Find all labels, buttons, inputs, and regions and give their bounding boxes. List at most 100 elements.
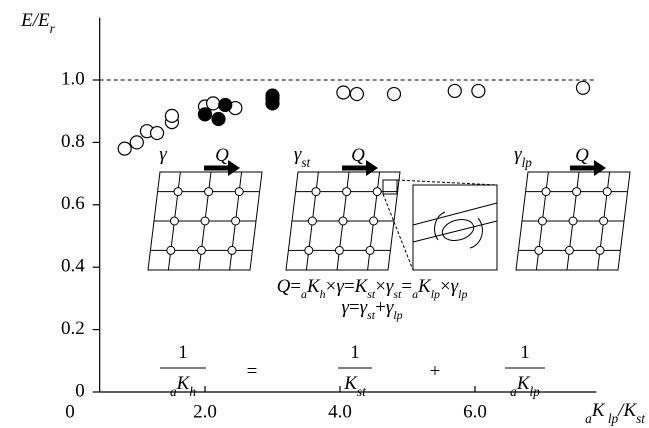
text-part: × <box>375 276 386 297</box>
rich-text: Q=aKh×γ=Kst×γst=aKlp×γlp <box>277 276 468 300</box>
pin <box>440 216 476 244</box>
joint <box>205 188 213 196</box>
joint <box>343 188 351 196</box>
x-tick-label: 6.0 <box>463 401 487 422</box>
text-part: = <box>349 297 360 318</box>
rich-text: Q <box>351 145 365 166</box>
y-tick-label: 0.2 <box>61 318 85 339</box>
joint <box>603 188 611 196</box>
rich-text: aK lp/Kst <box>585 400 645 425</box>
rich-text: = <box>247 361 258 382</box>
data-point <box>219 98 232 111</box>
text-part: lp <box>458 287 467 301</box>
text-part: lp <box>522 155 533 170</box>
joint <box>535 246 543 254</box>
text-part: γ <box>159 144 167 165</box>
text-part: /K <box>617 400 637 421</box>
joint <box>335 246 343 254</box>
text-part: = <box>290 276 301 297</box>
text-part: lp <box>393 308 402 322</box>
joint <box>308 217 316 225</box>
rich-text: γ=γst+γlp <box>341 297 402 321</box>
joint <box>370 217 378 225</box>
chart: 00.20.40.60.81.002.04.06.0E/EraK lp/Kstγ… <box>0 0 649 428</box>
joint <box>373 188 381 196</box>
rich-text: 1 <box>520 342 530 363</box>
text-part: lp <box>605 411 619 426</box>
text-part: + <box>375 297 386 318</box>
joint <box>174 188 182 196</box>
rich-text: γ <box>159 144 167 165</box>
data-point <box>207 97 220 110</box>
y-tick-label: 0 <box>75 380 85 401</box>
rich-text: γlp <box>514 144 532 169</box>
text-part: + <box>430 361 441 382</box>
text-part: 1 <box>350 342 360 363</box>
rich-text: aKlp <box>510 373 540 398</box>
data-point <box>165 109 178 122</box>
joint <box>569 217 577 225</box>
joint <box>305 246 313 254</box>
data-point <box>577 81 590 94</box>
data-point <box>448 84 461 97</box>
data-point <box>472 84 485 97</box>
rich-text: Q <box>215 145 229 166</box>
text-part: st <box>357 384 366 399</box>
joint <box>232 217 240 225</box>
zoom-bar <box>413 203 497 225</box>
data-point <box>130 136 143 149</box>
y-tick-label: 0.6 <box>61 193 85 214</box>
text-part: 1 <box>178 342 188 363</box>
data-point <box>212 113 225 126</box>
text-part: lp <box>530 384 541 399</box>
text-part: = <box>247 361 258 382</box>
text-part: h <box>189 384 196 399</box>
joint <box>312 188 320 196</box>
rich-text: 1 <box>350 342 360 363</box>
zoom-box <box>413 185 497 270</box>
diagrams <box>146 160 632 368</box>
text-part: 1 <box>520 342 530 363</box>
y-tick-label: 0.8 <box>61 131 85 152</box>
joint <box>366 246 374 254</box>
rich-text: aKh <box>170 373 196 398</box>
text-part: = <box>344 276 355 297</box>
rich-text: γst <box>294 144 311 169</box>
text-part: Q <box>351 145 365 166</box>
data-point <box>337 86 350 99</box>
y-tick-label: 1.0 <box>61 68 85 89</box>
joint <box>167 246 175 254</box>
data-point <box>151 127 164 140</box>
data-point <box>350 88 363 101</box>
text-part: = <box>401 276 412 297</box>
text-part: st <box>636 411 645 426</box>
zoom-link <box>397 180 497 185</box>
y-tick-label: 0.4 <box>61 256 85 277</box>
joint <box>542 188 550 196</box>
rich-text: Q <box>575 145 589 166</box>
text-part: lp <box>431 287 440 301</box>
joint <box>201 217 209 225</box>
data-point <box>118 142 131 155</box>
x-tick-label: 2.0 <box>193 401 217 422</box>
rich-text: + <box>430 361 441 382</box>
text-part: r <box>50 21 56 36</box>
x-tick-label: 4.0 <box>328 401 352 422</box>
text-part: Q <box>277 276 291 297</box>
data-point <box>266 92 279 105</box>
text-part: st <box>301 155 310 170</box>
text-part: E/E <box>20 10 50 31</box>
text-part: × <box>326 276 337 297</box>
rich-text: Kst <box>343 373 366 398</box>
joint <box>596 246 604 254</box>
joint <box>228 246 236 254</box>
joint <box>197 246 205 254</box>
joint <box>538 217 546 225</box>
rich-text: E/Er <box>20 10 56 35</box>
rich-text: 1 <box>178 342 188 363</box>
joint <box>600 217 608 225</box>
zoom-bar <box>413 221 497 242</box>
joint <box>339 217 347 225</box>
data-point <box>388 88 401 101</box>
joint <box>170 217 178 225</box>
